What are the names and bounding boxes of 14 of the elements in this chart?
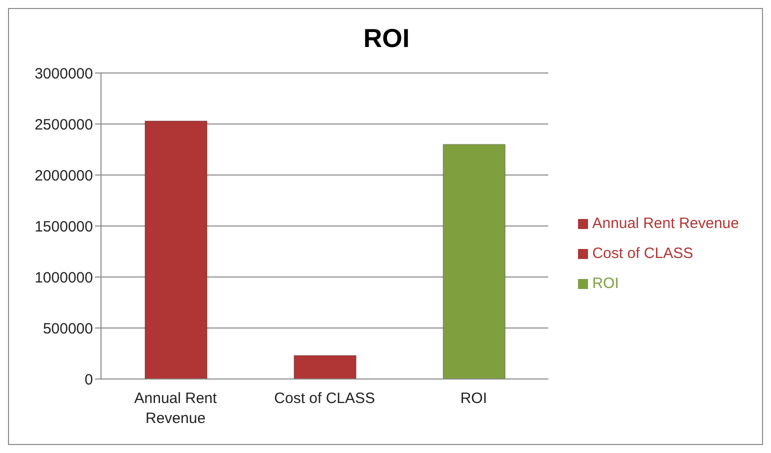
x-tick-label: ROI bbox=[460, 390, 488, 407]
y-tick-label: 500000 bbox=[42, 320, 93, 338]
y-tick-label: 1000000 bbox=[34, 269, 93, 286]
y-tick-label: 1500000 bbox=[34, 218, 93, 236]
y-tick-label: 2000000 bbox=[34, 167, 93, 184]
y-tick-label: 0 bbox=[84, 371, 93, 388]
y-tick-label: 2500000 bbox=[34, 116, 93, 134]
x-tick-label: Annual Rent Revenue bbox=[134, 390, 218, 427]
chart-title: ROI bbox=[362, 23, 411, 54]
y-tick-label: 3000000 bbox=[34, 65, 93, 82]
legend-label: ROI bbox=[592, 275, 619, 292]
x-tick-label: Cost of CLASS bbox=[274, 390, 376, 407]
legend-label: Annual Rent Revenue bbox=[592, 215, 739, 232]
legend-label: Cost of CLASS bbox=[592, 245, 694, 262]
